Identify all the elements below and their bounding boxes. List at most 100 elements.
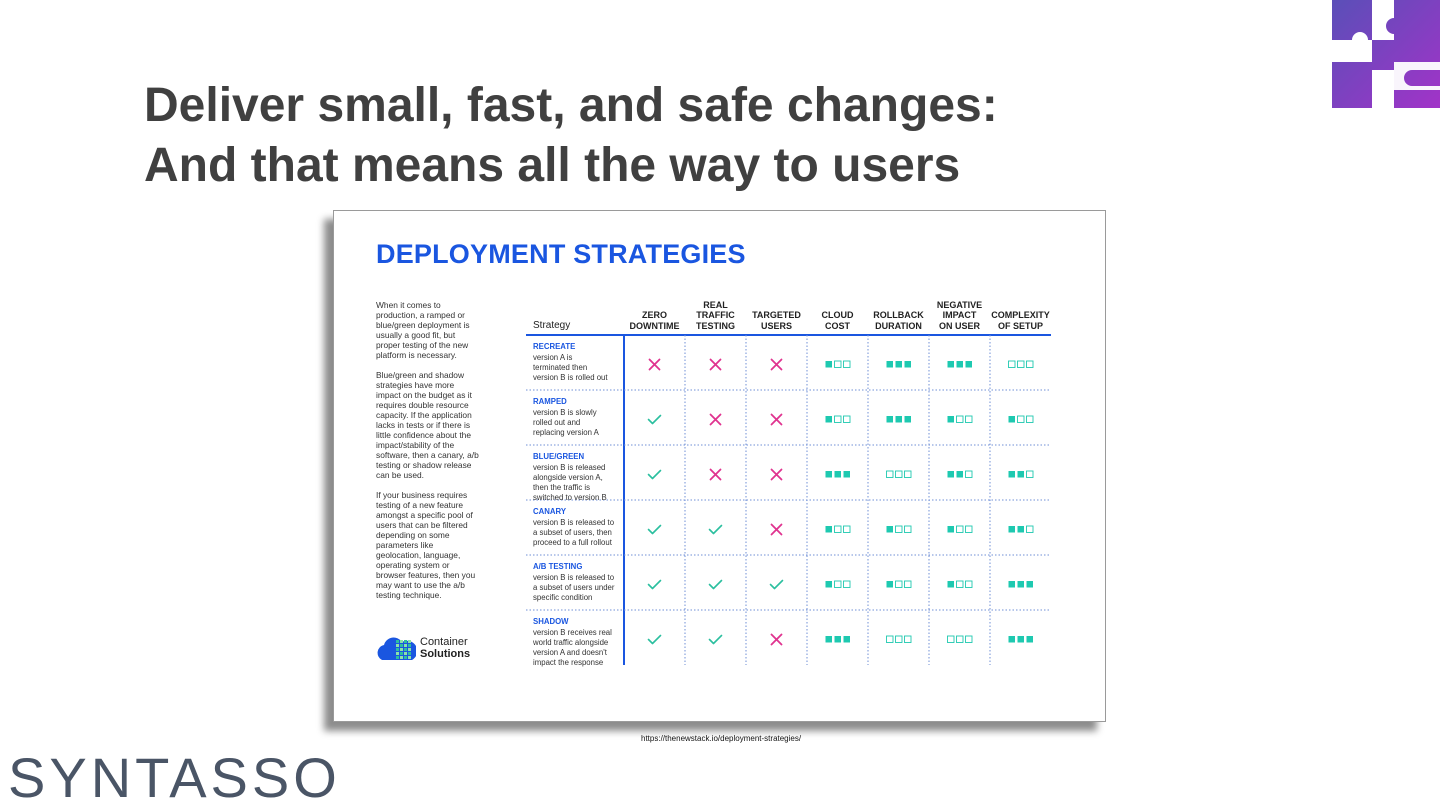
empty-square xyxy=(965,580,973,588)
empty-square xyxy=(895,580,903,588)
header-column-7: COMPLEXITY OF SETUP xyxy=(991,310,1050,331)
filled-square xyxy=(825,636,832,643)
cross-icon xyxy=(770,523,783,536)
strategies-table: Strategy ZERO DOWNTIME REAL TRAFFIC TESTING TA… xyxy=(526,291,1054,671)
cross-icon xyxy=(709,358,722,371)
cross-icon xyxy=(770,468,783,481)
filled-square xyxy=(1017,471,1024,478)
filled-square xyxy=(886,416,893,423)
empty-square xyxy=(956,415,964,423)
check-icon xyxy=(647,469,662,480)
empty-square xyxy=(904,525,912,533)
empty-square xyxy=(834,360,842,368)
side-description: When it comes to production, a ramped or… xyxy=(376,300,480,610)
filled-square xyxy=(965,361,972,368)
row-name: A/B TESTING xyxy=(533,562,583,571)
empty-square xyxy=(904,470,912,478)
empty-square xyxy=(834,580,842,588)
empty-square xyxy=(947,635,955,643)
row-name: SHADOW xyxy=(533,617,569,626)
logo-line-1: Container xyxy=(420,636,468,648)
filled-square xyxy=(1026,636,1033,643)
row-name: RECREATE xyxy=(533,342,576,351)
filled-square xyxy=(956,471,963,478)
filled-square xyxy=(1008,416,1015,423)
empty-square xyxy=(843,580,851,588)
empty-square xyxy=(834,525,842,533)
row-description: version B is released to a subset of user… xyxy=(533,573,615,602)
cross-icon xyxy=(648,358,661,371)
empty-square xyxy=(895,525,903,533)
side-paragraph-1: When it comes to production, a ramped or… xyxy=(376,300,470,360)
row-name: RAMPED xyxy=(533,397,567,406)
header-column-1: ZERO DOWNTIME xyxy=(629,310,680,331)
row-description: version B is released to a subset of user… xyxy=(533,518,615,547)
row-description: version B receives real world traffic alo… xyxy=(533,628,612,667)
filled-square xyxy=(843,471,850,478)
empty-square xyxy=(965,470,973,478)
check-icon xyxy=(647,579,662,590)
header-column-4: CLOUD COST xyxy=(821,310,854,331)
empty-square xyxy=(895,470,903,478)
check-icon xyxy=(769,579,784,590)
empty-square xyxy=(1026,360,1034,368)
empty-square xyxy=(956,525,964,533)
cross-icon xyxy=(709,468,722,481)
empty-square xyxy=(965,635,973,643)
source-url[interactable]: https://thenewstack.io/deployment-strate… xyxy=(641,734,802,743)
side-paragraph-3: If your business requires testing of a n… xyxy=(376,490,476,600)
check-icon xyxy=(647,414,662,425)
cross-icon xyxy=(770,413,783,426)
container-solutions-logo: Container Solutions xyxy=(376,634,470,662)
check-icon xyxy=(708,634,723,645)
empty-square xyxy=(1017,415,1025,423)
row-name: BLUE/GREEN xyxy=(533,452,585,461)
slide-title-line-1: Deliver small, fast, and safe changes: xyxy=(144,79,998,132)
check-icon xyxy=(708,579,723,590)
empty-square xyxy=(1026,470,1034,478)
filled-square xyxy=(825,581,832,588)
empty-square xyxy=(904,635,912,643)
filled-square xyxy=(947,526,954,533)
empty-square xyxy=(956,635,964,643)
side-paragraph-2: Blue/green and shadow strategies have mo… xyxy=(376,370,479,480)
row-description: version B is slowly rolled out and replaci… xyxy=(533,408,599,437)
header-column-2: REAL TRAFFIC TESTING xyxy=(695,299,735,331)
empty-square xyxy=(834,415,842,423)
filled-square xyxy=(895,416,902,423)
filled-square xyxy=(947,416,954,423)
check-icon xyxy=(708,524,723,535)
filled-square xyxy=(947,361,954,368)
empty-square xyxy=(1026,525,1034,533)
cross-icon xyxy=(770,633,783,646)
cloud-grid-icon xyxy=(377,637,416,660)
empty-square xyxy=(843,360,851,368)
filled-square xyxy=(947,581,954,588)
deployment-strategies-card: DEPLOYMENT STRATEGIES When it comes to p… xyxy=(333,210,1106,722)
header-strategy: Strategy xyxy=(533,320,571,331)
row-description: version B is released alongside version A… xyxy=(533,463,607,502)
empty-square xyxy=(1026,415,1034,423)
row-name: CANARY xyxy=(533,507,567,516)
filled-square xyxy=(1008,471,1015,478)
filled-square xyxy=(825,471,832,478)
empty-square xyxy=(904,580,912,588)
filled-square xyxy=(904,361,911,368)
empty-square xyxy=(956,580,964,588)
filled-square xyxy=(886,526,893,533)
empty-square xyxy=(895,635,903,643)
filled-square xyxy=(1017,526,1024,533)
filled-square xyxy=(834,636,841,643)
filled-square xyxy=(1008,581,1015,588)
filled-square xyxy=(843,636,850,643)
empty-square xyxy=(886,470,894,478)
slide-title: Deliver small, fast, and safe changes: A… xyxy=(144,76,1144,196)
header-column-5: ROLLBACK DURATION xyxy=(873,310,924,331)
empty-square xyxy=(1017,360,1025,368)
filled-square xyxy=(904,416,911,423)
header-column-6: NEGATIVE IMPACT ON USER xyxy=(936,299,983,331)
puzzle-logo-icon xyxy=(1332,0,1440,108)
filled-square xyxy=(895,361,902,368)
card-title: DEPLOYMENT STRATEGIES xyxy=(376,239,746,269)
row-description: version A is terminated then version B is … xyxy=(533,353,608,382)
